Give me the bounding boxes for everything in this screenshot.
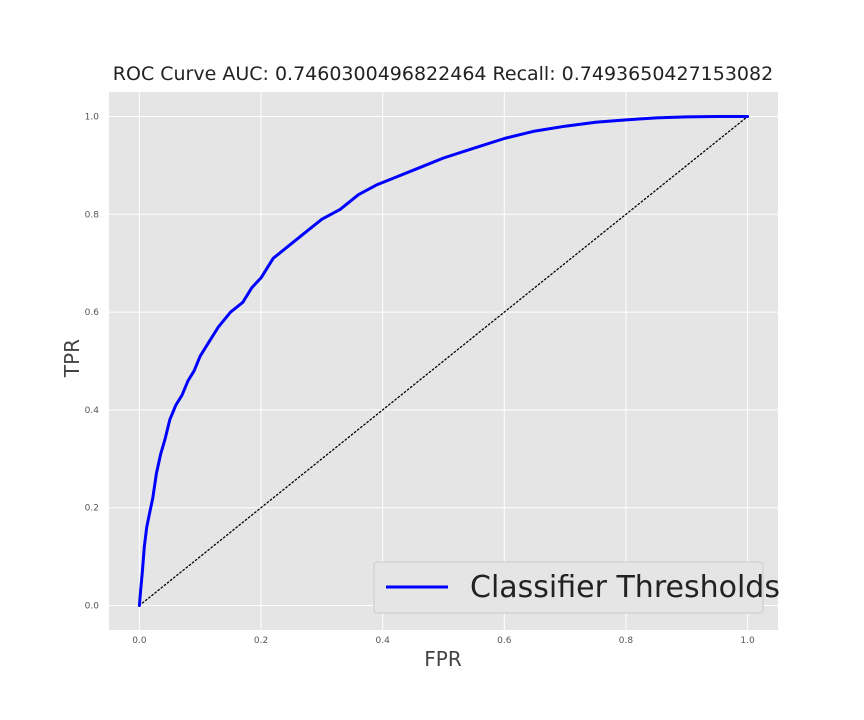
y-tick-label: 1.0 [85, 112, 100, 122]
y-axis-label: TPR [60, 339, 84, 378]
legend: Classifier Thresholds [373, 561, 780, 614]
legend-label-classifier: Classifier Thresholds [470, 570, 780, 605]
chart-title: ROC Curve AUC: 0.7460300496822464 Recall… [113, 63, 773, 85]
x-tick-label: 0.0 [132, 636, 147, 646]
y-tick-label: 0.6 [85, 308, 100, 318]
x-tick-label: 1.0 [740, 636, 755, 646]
x-tick-label: 0.6 [497, 636, 512, 646]
roc-curve-line [137, 115, 750, 607]
y-tick-label: 0.2 [85, 504, 99, 514]
x-tick-label: 0.4 [376, 636, 391, 646]
diagonal-reference-line [138, 115, 749, 607]
legend-box [373, 561, 764, 614]
y-tick-label: 0.8 [85, 210, 100, 220]
series-layer [137, 115, 750, 607]
x-tick-label: 0.8 [619, 636, 634, 646]
x-tick-label: 0.2 [254, 636, 268, 646]
y-tick-label: 0.0 [85, 602, 100, 612]
y-tick-label: 0.4 [85, 406, 100, 416]
x-axis-label: FPR [424, 647, 462, 671]
ticks: 0.0 0.2 0.4 0.6 0.8 1.0 0.0 0.2 0.4 0.6 0.8 1.0 [85, 112, 755, 646]
